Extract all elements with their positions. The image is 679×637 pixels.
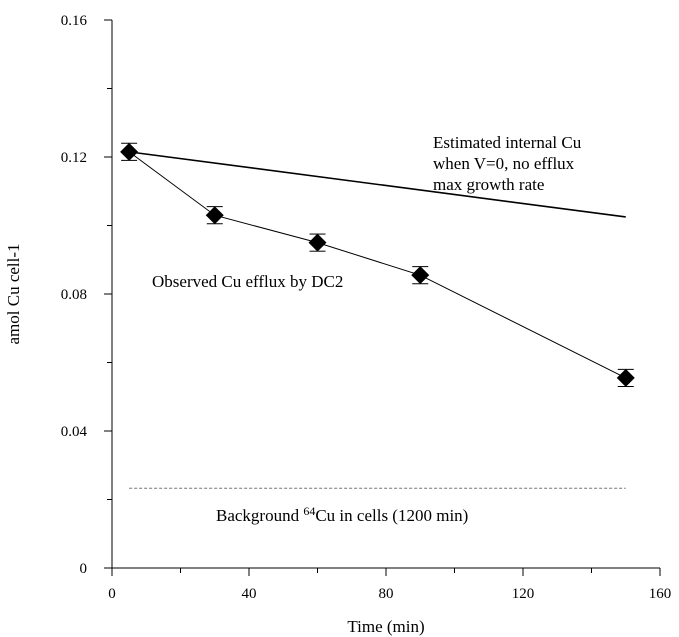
y-tick-label: 0.16: [61, 13, 88, 29]
y-tick-label: 0: [80, 561, 88, 577]
x-tick-label: 160: [649, 586, 672, 602]
estimated-annotation-line-2: when V=0, no efflux: [433, 154, 575, 173]
series-layer: [120, 142, 635, 489]
y-tick-label: 0.12: [61, 150, 87, 166]
x-ticks: 0 40 80 120 160: [108, 568, 671, 602]
observed-annotation: Observed Cu efflux by DC2: [152, 272, 343, 291]
background-annotation: Background 64Cu in cells (1200 min): [216, 504, 468, 525]
x-axis-title: Time (min): [347, 617, 424, 636]
y-tick-label: 0.08: [61, 287, 87, 303]
annotations: Estimated internal Cu when V=0, no efflu…: [152, 133, 582, 525]
observed-efflux-line: [128, 151, 626, 379]
estimated-annotation-line-1: Estimated internal Cu: [433, 133, 582, 152]
x-tick-label: 40: [242, 586, 257, 602]
background-annotation-prefix: Background: [216, 506, 303, 525]
data-point-diamond: [616, 368, 635, 387]
x-tick-label: 80: [379, 586, 394, 602]
data-point-diamond: [120, 142, 139, 161]
data-point-diamond: [308, 233, 327, 252]
data-point-diamond: [205, 206, 224, 225]
y-ticks: 0 0.04 0.08 0.12 0.16: [61, 13, 112, 577]
x-tick-label: 0: [108, 586, 116, 602]
estimated-internal-cu-line: [129, 151, 626, 218]
data-point-diamond: [411, 266, 430, 285]
estimated-annotation-line-3: max growth rate: [433, 175, 544, 194]
x-tick-label: 120: [512, 586, 535, 602]
y-tick-label: 0.04: [61, 424, 88, 440]
axes: [111, 20, 660, 569]
background-annotation-superscript: 64: [303, 504, 315, 518]
background-annotation-suffix: Cu in cells (1200 min): [315, 506, 468, 525]
y-axis-title: amol Cu cell-1: [4, 243, 23, 344]
